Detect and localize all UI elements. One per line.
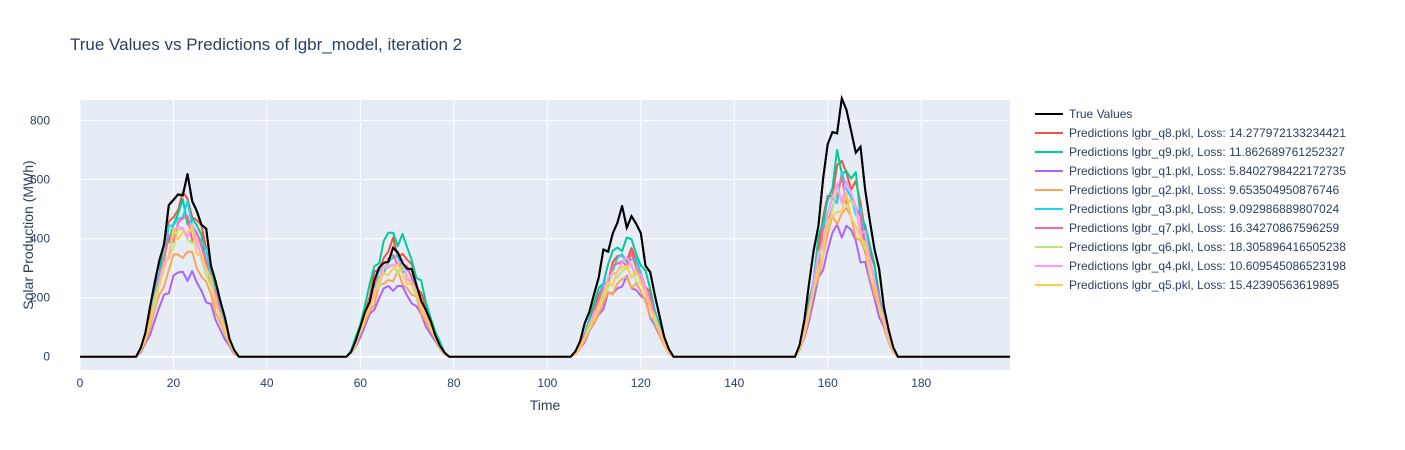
y-axis-title: Solar Production (MWh) xyxy=(20,160,36,309)
x-tick-label: 140 xyxy=(724,376,744,390)
x-tick-label: 60 xyxy=(354,376,368,390)
true-values-line xyxy=(80,94,1010,358)
legend-label: Predictions lgbr_q3.pkl, Loss: 9.0929868… xyxy=(1069,202,1340,216)
legend-label: Predictions lgbr_q6.pkl, Loss: 18.305896… xyxy=(1069,240,1346,254)
x-tick-label: 180 xyxy=(911,376,931,390)
legend-item[interactable]: Predictions lgbr_q8.pkl, Loss: 14.277972… xyxy=(1035,126,1346,140)
y-tick-label: 600 xyxy=(30,173,50,187)
y-tick-label: 800 xyxy=(30,114,50,128)
x-tick-label: 120 xyxy=(631,376,651,390)
legend-item[interactable]: Predictions lgbr_q1.pkl, Loss: 5.8402798… xyxy=(1035,164,1346,178)
legend-label: Predictions lgbr_q7.pkl, Loss: 16.342708… xyxy=(1069,221,1340,235)
y-tick-label: 200 xyxy=(30,291,50,305)
legend-label: Predictions lgbr_q8.pkl, Loss: 14.277972… xyxy=(1069,126,1346,140)
x-tick-label: 100 xyxy=(537,376,557,390)
legend-label: Predictions lgbr_q9.pkl, Loss: 11.862689… xyxy=(1069,145,1345,159)
y-tick-label: 0 xyxy=(43,350,50,364)
legend-label: True Values xyxy=(1069,107,1132,121)
legend-item[interactable]: Predictions lgbr_q7.pkl, Loss: 16.342708… xyxy=(1035,221,1340,235)
x-tick-label: 20 xyxy=(167,376,181,390)
x-axis-title: Time xyxy=(530,397,561,413)
legend-label: Predictions lgbr_q4.pkl, Loss: 10.609545… xyxy=(1069,259,1346,273)
legend-label: Predictions lgbr_q5.pkl, Loss: 15.423905… xyxy=(1069,278,1340,292)
chart-title: True Values vs Predictions of lgbr_model… xyxy=(70,35,462,54)
legend-item[interactable]: Predictions lgbr_q9.pkl, Loss: 11.862689… xyxy=(1035,145,1345,159)
x-tick-label: 160 xyxy=(818,376,838,390)
legend-item[interactable]: Predictions lgbr_q3.pkl, Loss: 9.0929868… xyxy=(1035,202,1340,216)
legend-item[interactable]: True Values xyxy=(1035,107,1132,121)
legend-item[interactable]: Predictions lgbr_q6.pkl, Loss: 18.305896… xyxy=(1035,240,1346,254)
x-tick-label: 0 xyxy=(77,376,84,390)
legend-label: Predictions lgbr_q2.pkl, Loss: 9.6535049… xyxy=(1069,183,1340,197)
series-lines xyxy=(80,94,1010,358)
y-axis-ticks: 0 200 400 600 800 xyxy=(30,114,50,364)
x-tick-label: 40 xyxy=(260,376,274,390)
legend-item[interactable]: Predictions lgbr_q5.pkl, Loss: 15.423905… xyxy=(1035,278,1340,292)
legend-label: Predictions lgbr_q1.pkl, Loss: 5.8402798… xyxy=(1069,164,1346,178)
x-axis-ticks: 0 20 40 60 80 100 120 140 160 180 xyxy=(77,376,932,390)
legend[interactable]: True Values Predictions lgbr_q8.pkl, Loss… xyxy=(1035,107,1346,292)
legend-item[interactable]: Predictions lgbr_q4.pkl, Loss: 10.609545… xyxy=(1035,259,1346,273)
x-tick-label: 80 xyxy=(447,376,461,390)
legend-item[interactable]: Predictions lgbr_q2.pkl, Loss: 9.6535049… xyxy=(1035,183,1340,197)
y-tick-label: 400 xyxy=(30,232,50,246)
